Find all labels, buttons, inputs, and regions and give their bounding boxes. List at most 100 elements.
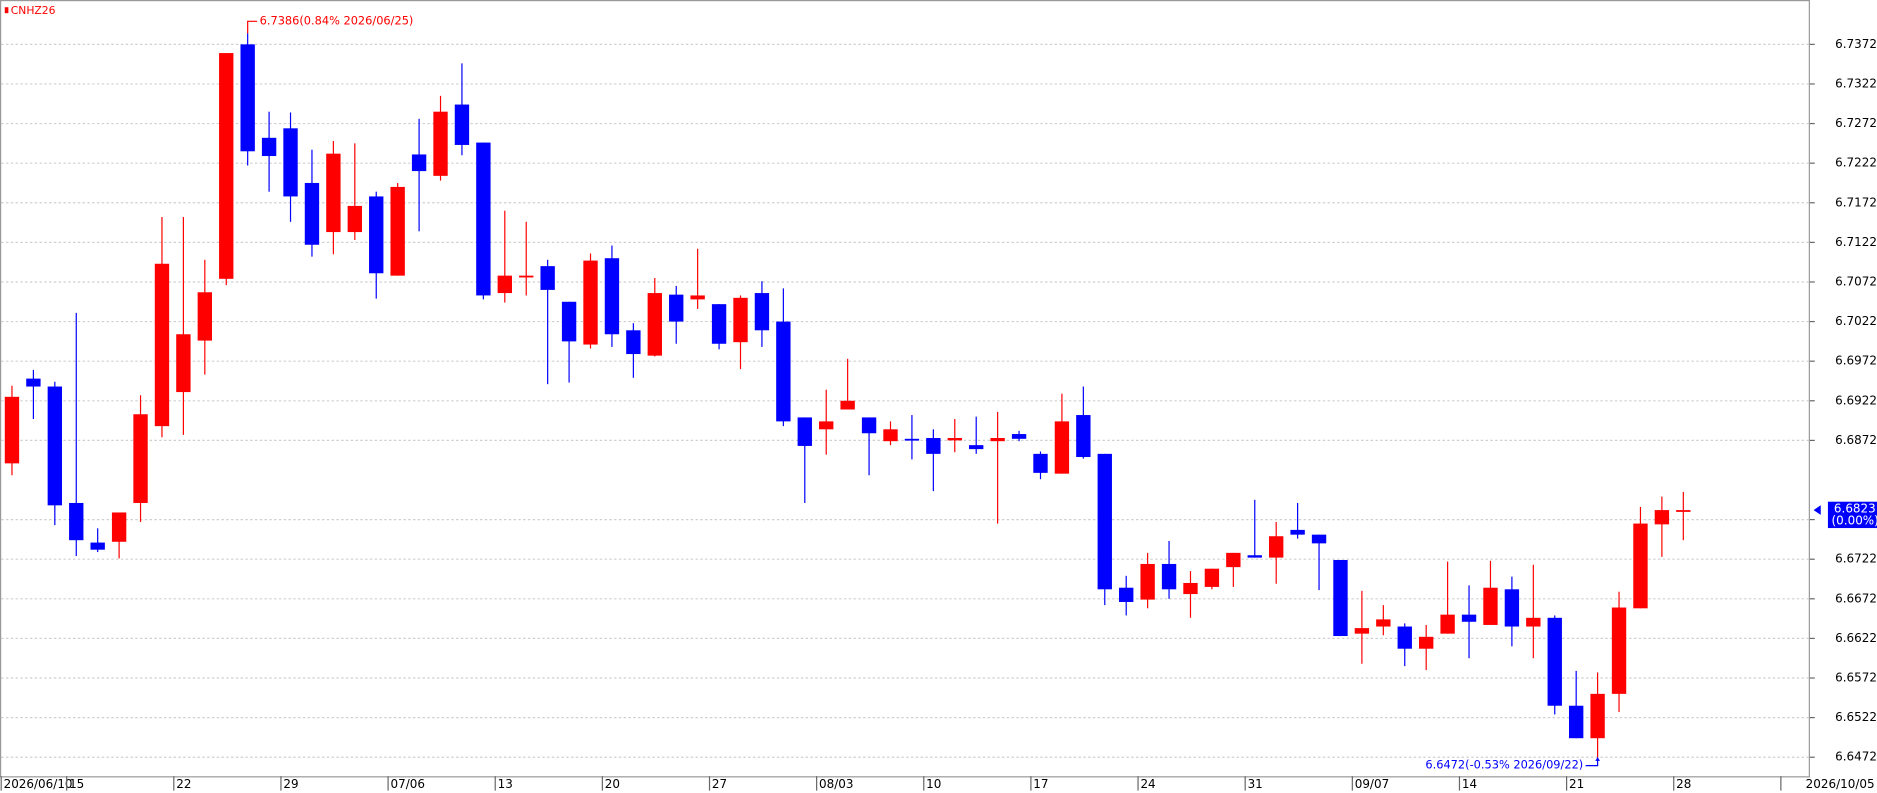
y-tick-label: 6.7222 [1835,156,1877,170]
candle-body [1161,563,1177,590]
candle-body [883,429,898,442]
legend-swatch [4,7,9,14]
candle-body [1483,587,1498,625]
annotation-text: 6.7386(0.84% 2026/06/25) [260,13,414,27]
annotation-text: 6.6472(-0.53% 2026/09/22) [1425,758,1583,772]
x-tick-label: 15 [69,777,84,791]
candle-body [261,137,277,157]
y-tick-label: 6.6672 [1835,591,1877,605]
x-tick-label: 2026/10/05 [1806,777,1875,791]
candle-body [711,304,727,344]
candle-body [219,53,234,279]
candle-body [1333,559,1348,637]
candle-body [819,421,834,430]
x-tick-label: 27 [712,777,727,791]
candle-body [604,258,620,335]
candle-body [647,293,662,356]
x-tick-label: 14 [1462,777,1477,791]
x-tick-label: 09/07 [1355,777,1389,791]
candle-body [1611,607,1627,694]
candle-body [1376,619,1391,627]
y-tick-label: 6.6922 [1835,393,1877,407]
candle-body [797,417,812,446]
candle-body [390,186,405,276]
legend-label: CNHZ26 [11,4,56,17]
candle-body [1311,534,1327,544]
candle-body [90,542,105,550]
y-tick-label: 6.6622 [1835,631,1877,645]
candle-body [1204,568,1220,587]
candle-body [754,293,770,331]
candle-body [1526,617,1541,627]
last-price-box [1827,501,1877,529]
last-price: 6.6823 [1834,501,1876,515]
candle-body [240,44,255,152]
candle-body [1226,552,1241,568]
y-tick-label: 6.7122 [1835,235,1877,249]
candle-body [1676,510,1691,512]
y-tick-label: 6.6522 [1835,710,1877,724]
x-tick-label: 20 [605,777,620,791]
candle-body [1290,529,1305,535]
candle-body [1504,589,1520,627]
candle-body [133,414,148,503]
y-tick-label: 6.7272 [1835,116,1877,130]
x-tick-label: 2026/06/10 [4,777,73,791]
candle-body [154,263,170,427]
candle-body [1247,555,1262,558]
candle-body [411,154,427,172]
candle-body [969,445,984,450]
candle-body [990,438,1005,442]
x-tick-label: 17 [1033,777,1048,791]
last-change: (0.00%) [1832,513,1877,527]
candle-body [1269,536,1284,558]
y-tick-label: 6.6572 [1835,671,1877,685]
y-tick-label: 6.7072 [1835,274,1877,288]
candle-body [690,295,705,300]
candle-body [904,438,920,441]
candle-body [347,205,362,233]
candle-body [947,438,962,441]
y-tick-label: 6.6872 [1835,433,1877,447]
candle-body [626,330,641,355]
y-tick-label: 6.6972 [1835,354,1877,368]
y-tick-label: 6.7372 [1835,37,1877,51]
candle-body [497,275,512,294]
annotation-arrow [1595,757,1600,761]
candle-body [47,386,63,506]
x-tick-label: 13 [498,777,513,791]
candle-body [4,396,20,464]
candle-body [304,182,320,245]
candle-body [197,292,213,341]
candle-body [1097,453,1112,590]
candle-body [1568,705,1584,739]
candle-body [1054,421,1070,474]
candle-body [1140,563,1155,600]
candle-body [476,142,491,296]
candle-body [283,128,298,197]
candle-body [519,275,534,278]
x-tick-label: 29 [283,777,298,791]
candle-body [433,111,448,176]
candle-body [1633,523,1648,609]
candle-body [1076,415,1091,458]
plot-area [0,0,1810,778]
y-tick-label: 6.6722 [1835,552,1877,566]
x-tick-label: 08/03 [819,777,853,791]
candle-body [1033,453,1048,473]
candle-body [733,297,748,343]
x-tick-label: 28 [1676,777,1691,791]
x-tick-label: 10 [926,777,941,791]
x-tick-label: 07/06 [390,777,424,791]
x-tick-label: 22 [176,777,191,791]
candle-body [1011,434,1027,439]
candle-body [561,301,577,342]
candle-body [176,334,191,393]
y-tick-label: 6.6472 [1835,750,1877,764]
x-tick-label: 21 [1569,777,1584,791]
candle-body [1547,617,1562,706]
candle-body [26,378,41,387]
candle-body [1654,510,1670,525]
